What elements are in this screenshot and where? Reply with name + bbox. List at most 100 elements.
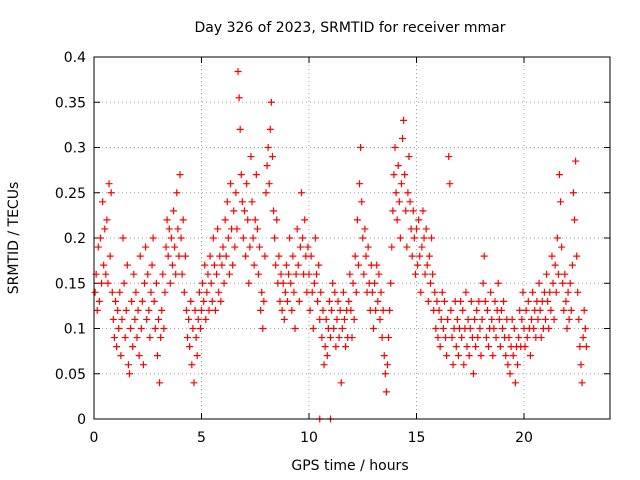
data-point <box>437 315 445 323</box>
data-point <box>526 352 534 360</box>
data-point <box>475 297 483 305</box>
data-point <box>123 261 131 269</box>
data-point <box>106 252 114 260</box>
data-point <box>399 134 407 142</box>
data-point <box>285 270 293 278</box>
data-point <box>144 270 152 278</box>
data-point <box>260 297 268 305</box>
data-point <box>562 297 570 305</box>
data-point <box>390 171 398 179</box>
data-point <box>504 361 512 369</box>
data-point <box>349 279 357 287</box>
data-point <box>502 352 510 360</box>
data-point <box>332 343 340 351</box>
data-point <box>569 189 577 197</box>
data-point <box>482 334 490 342</box>
data-point <box>235 94 243 102</box>
data-point <box>311 234 319 242</box>
data-point <box>225 270 233 278</box>
data-point <box>557 198 565 206</box>
data-point <box>386 306 394 314</box>
data-point <box>301 216 309 224</box>
data-point <box>198 306 205 314</box>
data-point <box>291 325 299 332</box>
data-point <box>469 370 477 378</box>
data-point <box>445 153 453 161</box>
data-point <box>103 216 111 224</box>
y-tick-label: 0.15 <box>55 276 86 292</box>
data-point <box>234 67 242 75</box>
data-point <box>374 297 382 305</box>
data-point <box>551 261 559 269</box>
data-point <box>357 144 365 151</box>
data-point <box>351 252 359 260</box>
data-point <box>186 343 194 351</box>
y-tick-label: 0.3 <box>64 141 86 157</box>
data-point <box>263 162 271 170</box>
y-tick-label: 0.2 <box>64 231 86 247</box>
data-point <box>342 343 350 351</box>
data-point <box>315 261 323 269</box>
data-point <box>213 270 221 278</box>
data-point <box>244 216 252 224</box>
data-point <box>545 325 553 332</box>
x-tick-label: 20 <box>515 430 533 446</box>
data-point <box>204 270 212 278</box>
data-point <box>558 243 566 251</box>
data-point <box>170 207 178 215</box>
data-point <box>158 306 166 314</box>
data-point <box>360 270 368 278</box>
data-point <box>270 207 278 215</box>
data-point <box>161 288 169 296</box>
data-point <box>189 325 197 332</box>
data-point <box>127 325 135 332</box>
data-point <box>147 288 155 296</box>
data-point <box>378 334 386 342</box>
data-point <box>184 334 192 342</box>
data-point <box>546 288 554 296</box>
data-point <box>162 243 170 251</box>
data-point <box>479 279 487 287</box>
data-point <box>420 234 428 242</box>
data-point <box>361 225 369 233</box>
data-point <box>167 234 175 242</box>
data-point <box>296 243 304 251</box>
data-point <box>114 306 122 314</box>
data-point <box>202 315 210 323</box>
data-point <box>100 261 108 269</box>
data-point <box>295 297 303 305</box>
data-point <box>233 225 241 233</box>
data-point <box>138 297 146 305</box>
data-point <box>130 270 138 278</box>
data-point <box>257 306 265 314</box>
data-point <box>178 270 186 278</box>
data-point <box>262 189 270 197</box>
data-point <box>139 361 147 369</box>
data-point <box>431 288 439 296</box>
data-point <box>227 180 235 188</box>
data-point <box>242 252 250 260</box>
data-point <box>231 243 239 251</box>
data-point <box>254 270 262 278</box>
data-point <box>132 288 140 296</box>
data-point <box>185 315 193 323</box>
data-point <box>350 315 358 323</box>
data-point <box>259 325 267 332</box>
data-point <box>490 325 498 332</box>
data-point <box>383 361 391 369</box>
data-point <box>322 315 330 323</box>
data-point <box>211 306 219 314</box>
data-point <box>481 297 489 305</box>
data-point <box>338 325 346 332</box>
data-point <box>165 225 173 233</box>
data-point <box>581 325 589 332</box>
data-point <box>480 252 488 260</box>
data-point <box>464 315 472 323</box>
data-point <box>153 352 161 360</box>
data-point <box>135 352 143 360</box>
data-point <box>534 315 542 323</box>
data-point <box>328 306 336 314</box>
data-point <box>393 216 401 224</box>
data-point <box>419 207 427 215</box>
